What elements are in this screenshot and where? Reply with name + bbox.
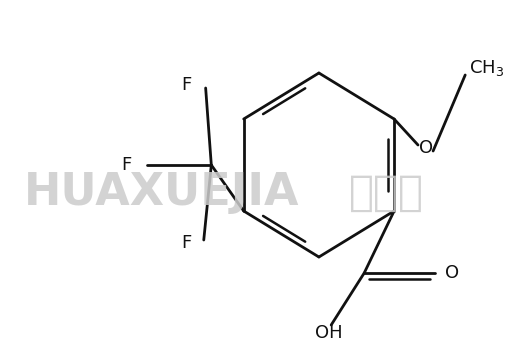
Text: F: F [182,234,192,252]
Text: CH$_3$: CH$_3$ [469,58,504,78]
Text: F: F [121,156,131,174]
Text: O: O [445,264,459,282]
Text: F: F [182,76,192,94]
Text: 化学加: 化学加 [349,172,424,214]
Text: OH: OH [316,324,343,342]
Text: HUAXUEJIA: HUAXUEJIA [24,171,299,214]
Text: O: O [419,139,433,157]
